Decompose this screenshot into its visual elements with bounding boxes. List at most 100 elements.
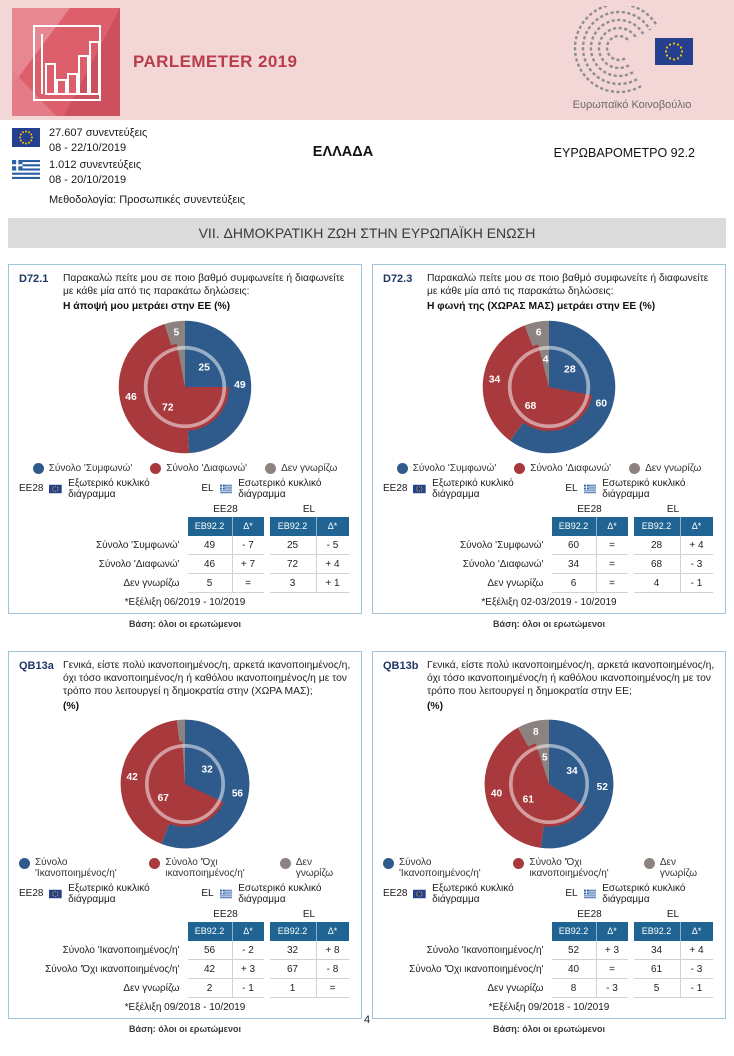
legend-label: Σύνολο 'Συμφωνώ' xyxy=(48,463,133,474)
ring-legend: EE28 Εξωτερικό κυκλικό διάγραμμα EL Εσωτ… xyxy=(383,883,715,905)
col-header-eb: EB92.2 xyxy=(551,921,596,941)
col-header-eb: EB92.2 xyxy=(269,516,316,536)
chart-legend: Σύνολο 'Ικανοποιημένος/η' Σύνολο 'Όχι ικ… xyxy=(383,857,715,880)
question-subtitle: (%) xyxy=(427,700,444,712)
table-row-label: Σύνολο 'Όχι ικανοποιημένος/η' xyxy=(409,963,544,975)
legend-label: Σύνολο 'Συμφωνώ' xyxy=(412,463,497,474)
table-row-label: Σύνολο 'Διαφωνώ' xyxy=(98,558,180,570)
inner-ring-highlight xyxy=(508,743,590,824)
table-cell-delta: + 1 xyxy=(315,573,349,593)
pie-segment xyxy=(549,342,594,396)
chart-legend: Σύνολο 'Ικανοποιημένος/η' Σύνολο 'Όχι ικ… xyxy=(19,857,351,880)
report-title: PARLEMETER 2019 xyxy=(133,52,298,71)
legend-label: Σύνολο 'Διαφωνώ' xyxy=(530,463,612,474)
table-cell-delta: - 8 xyxy=(315,959,349,979)
legend-label: Δεν γνωρίζω xyxy=(645,463,702,474)
table-row-label: Σύνολο 'Συμφωνώ' xyxy=(459,539,544,551)
evolution-footnote: *Εξέλιξη 09/2018 - 10/2019 xyxy=(488,1001,610,1013)
table-cell-value: 4 xyxy=(633,574,680,593)
ring-legend-inner: Εσωτερικό κυκλικό διάγραμμα xyxy=(602,882,686,905)
ring-legend: EE28 Εξωτερικό κυκλικό διάγραμμα EL Εσωτ… xyxy=(383,478,715,500)
donut-chart-svg: 56 42 32 67 xyxy=(120,719,250,848)
greece-flag-icon xyxy=(219,484,233,493)
chart-value-label: 4 xyxy=(543,355,549,366)
country-meta-row: 1.012 συνεντεύξεις 08 - 20/10/2019 xyxy=(12,158,245,187)
base-note: Βάση: όλοι οι ερωτώμενοι xyxy=(129,1023,241,1034)
table-row-label: Δεν γνωρίζω xyxy=(487,577,544,589)
eu-flag-icon xyxy=(413,889,427,898)
table-cell-value: 52 xyxy=(551,941,596,960)
ring-legend-ee28: EE28 xyxy=(19,888,44,899)
country-name: ΕΛΛΑΔΑ xyxy=(312,144,374,160)
question-text: Γενικά, είστε πολύ ικανοποιημένος/η, αρκ… xyxy=(63,659,351,697)
chart-value-label: 56 xyxy=(232,788,244,799)
chart-legend: Σύνολο 'Συμφωνώ' Σύνολο 'Διαφωνώ' Δεν γν… xyxy=(19,463,351,475)
chart-value-label: 28 xyxy=(564,364,576,375)
ring-legend-el: EL xyxy=(565,483,578,494)
country-interviews: 1.012 συνεντεύξεις xyxy=(49,159,142,171)
table-cell-value: 1 xyxy=(269,979,316,998)
chart-value-label: 52 xyxy=(597,781,609,792)
table-cell-delta: = xyxy=(315,978,349,998)
chart-value-label: 32 xyxy=(202,764,214,775)
ring-legend-inner: Εσωτερικό κυκλικό διάγραμμα xyxy=(238,882,322,905)
legend-label: Σύνολο 'Όχι ικανοποιημένος/η' xyxy=(165,856,245,880)
legend-dot-notsatisfied xyxy=(513,857,525,869)
table-cell-value: 68 xyxy=(633,555,680,574)
eu-flag-icon xyxy=(49,484,63,493)
pie-segment xyxy=(142,740,224,827)
pie-segment xyxy=(185,740,228,802)
table-cell-value: 67 xyxy=(269,960,316,979)
panel-cell-qb13a: QB13a Γενικά, είστε πολύ ικανοποιημένος/… xyxy=(8,650,362,1034)
table-cell-value: 72 xyxy=(269,555,316,574)
legend-label: Σύνολο 'Ικανοποιημένος/η' xyxy=(35,856,117,880)
greece-flag-icon xyxy=(583,889,597,898)
eu-flag-icon xyxy=(655,38,693,65)
inner-ring-highlight xyxy=(144,743,226,824)
col-header-delta: Δ* xyxy=(679,921,713,941)
panels-grid: D72.1 Παρακαλώ πείτε μου σε ποιο βαθμό σ… xyxy=(8,264,726,1056)
chart-value-label: 49 xyxy=(234,380,246,391)
pie-segment xyxy=(506,742,586,827)
table-cell-delta: - 3 xyxy=(679,554,713,574)
ring-legend-inner: Εσωτερικό κυκλικό διάγραμμα xyxy=(238,477,322,500)
table-cell-delta: + 7 xyxy=(231,554,264,574)
question-id: QB13b xyxy=(383,659,419,672)
chart-value-label: 60 xyxy=(595,398,607,409)
header-banner: PARLEMETER 2019 Ευρωπαϊκό Κοινοβούλιο xyxy=(0,0,734,120)
table-cell-delta: + 3 xyxy=(595,940,628,960)
ring-legend-outer: Εξωτερικό κυκλικό διάγραμμα xyxy=(68,882,150,905)
col-header-delta: Δ* xyxy=(315,921,349,941)
table-cell-delta: + 4 xyxy=(679,535,713,555)
survey-meta: 27.607 συνεντεύξεις 08 - 22/10/2019 1.01… xyxy=(12,126,245,206)
ep-caption: Ευρωπαϊκό Κοινοβούλιο xyxy=(572,99,692,111)
legend-dot-notsatisfied xyxy=(149,857,161,869)
legend-dot-dontknow xyxy=(629,463,641,475)
table-cell-delta: + 4 xyxy=(315,554,349,574)
pie-segment xyxy=(140,343,230,432)
page-number: 4 xyxy=(363,1014,371,1026)
panel-qb13b: QB13b Γενικά, είστε πολύ ικανοποιημένος/… xyxy=(372,650,726,1019)
pie-segment xyxy=(535,740,549,784)
table-cell-delta: = xyxy=(595,573,628,593)
eu-flag-icon xyxy=(413,484,427,493)
question-id: D72.1 xyxy=(19,273,49,285)
table-cell-value: 34 xyxy=(633,941,680,960)
evolution-footnote: *Εξέλιξη 02-03/2019 - 10/2019 xyxy=(481,596,617,608)
table-cell-delta: = xyxy=(595,535,628,555)
ring-legend: EE28 Εξωτερικό κυκλικό διάγραμμα EL Εσωτ… xyxy=(19,883,351,905)
table-cell-value: 60 xyxy=(551,536,596,555)
table-cell-value: 8 xyxy=(551,979,596,998)
country-dates: 08 - 20/10/2019 xyxy=(49,173,127,186)
question-subtitle: Η φωνή της (ΧΩΡΑΣ ΜΑΣ) μετράει στην ΕΕ (… xyxy=(427,301,656,312)
group-header-ee28: EE28 xyxy=(577,503,602,515)
eu-flag-icon xyxy=(12,128,40,147)
table-row-label: Σύνολο 'Ικανοποιημένος/η' xyxy=(426,944,544,956)
eu-flag-icon xyxy=(49,889,63,898)
table-cell-delta: - 1 xyxy=(679,573,713,593)
base-note: Βάση: όλοι οι ερωτώμενοι xyxy=(493,1023,605,1034)
legend-dot-satisfied xyxy=(383,857,394,869)
table-cell-value: 42 xyxy=(187,960,232,979)
legend-label: Σύνολο 'Ικανοποιημένος/η' xyxy=(399,856,481,880)
chart-value-label: 42 xyxy=(126,771,138,782)
